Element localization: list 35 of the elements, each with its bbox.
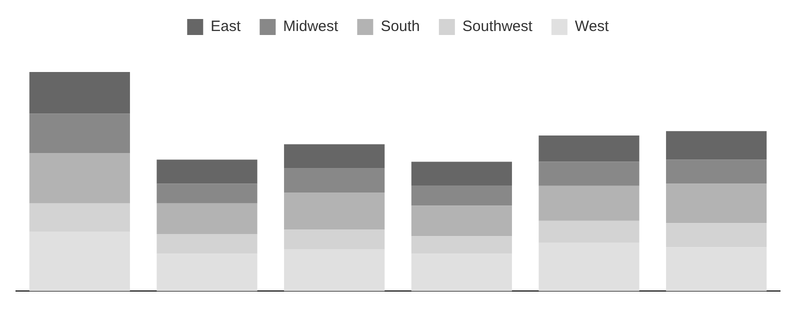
legend-label: Southwest [462,18,534,36]
bar [284,230,385,250]
bar [538,242,640,291]
legend-label: South [380,18,420,36]
bar [284,168,385,192]
legend-label: East [210,18,242,36]
bar [29,232,130,291]
bar [29,114,130,154]
bar [666,247,767,291]
bar [29,203,130,232]
bar [156,203,258,234]
bar [29,153,130,204]
bar [666,184,767,224]
bar [411,206,512,236]
legend-label: Midwest [283,18,340,36]
legend-label: West [574,18,610,36]
bar [284,144,385,168]
bar [29,72,130,114]
bar [411,186,512,206]
bar [411,254,512,291]
bar [284,192,385,230]
bar [156,234,258,254]
bar [411,236,512,254]
bar [156,160,258,184]
bar [538,136,640,162]
bar [538,220,640,243]
bar [538,162,640,186]
bar [411,162,512,186]
bar [284,249,385,291]
bar [156,184,258,204]
bar [538,186,640,221]
bar [666,131,767,160]
bar [666,160,767,184]
bar [156,254,258,291]
bar [666,223,767,248]
